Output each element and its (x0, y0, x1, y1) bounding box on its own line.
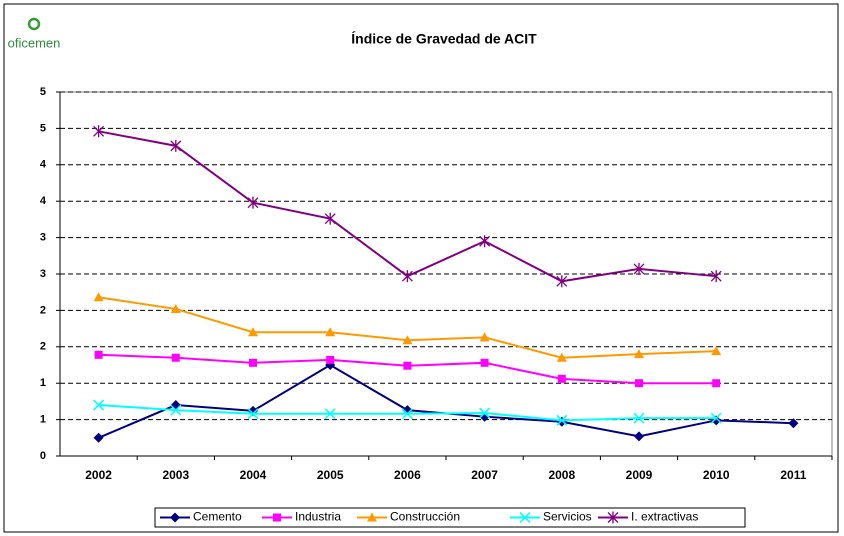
legend-label: Construcción (390, 510, 460, 524)
data-point (634, 349, 644, 359)
data-point (557, 374, 566, 383)
logo: oficemen (8, 35, 61, 50)
legend-marker (273, 513, 281, 522)
y-tick-label: 4 (40, 195, 47, 207)
data-point (94, 350, 103, 359)
data-point (710, 412, 722, 424)
logo-icon (27, 17, 41, 31)
legend-label: Servicios (543, 510, 592, 524)
y-tick-label: 1 (40, 414, 46, 426)
data-point (556, 352, 567, 362)
data-point (248, 327, 258, 337)
legend-marker (519, 511, 531, 524)
data-point (788, 418, 799, 429)
data-point (711, 346, 722, 356)
data-point (324, 408, 336, 420)
data-point (171, 353, 180, 362)
legend-box (154, 507, 746, 528)
data-point (712, 379, 721, 388)
y-tick-label: 5 (40, 122, 46, 134)
data-point (93, 432, 104, 443)
y-tick-label: 2 (40, 304, 46, 316)
x-tick-label: 2011 (780, 468, 806, 482)
x-tick-label: 2008 (548, 468, 575, 482)
y-tick-label: 3 (40, 232, 46, 244)
y-tick-label: 3 (40, 268, 46, 280)
legend-label: I. extractivas (631, 510, 698, 524)
y-tick-label: 4 (40, 159, 47, 171)
x-tick-label: 2007 (471, 468, 498, 482)
y-tick-label: 5 (40, 86, 46, 98)
chart-title: Índice de Gravedad de ACIT (351, 31, 537, 47)
data-point (710, 270, 722, 283)
data-point (479, 235, 491, 248)
data-point (249, 358, 257, 367)
data-point (93, 399, 105, 411)
data-point (479, 407, 491, 419)
data-point (635, 379, 643, 388)
data-point (247, 408, 259, 420)
legend-marker (367, 512, 377, 522)
data-point (402, 335, 413, 345)
x-tick-label: 2009 (626, 468, 653, 482)
x-tick-label: 2005 (317, 468, 344, 482)
data-point (93, 292, 104, 302)
y-tick-label: 2 (40, 341, 46, 353)
data-point (325, 327, 336, 337)
data-point (401, 408, 413, 420)
legend-marker (170, 512, 180, 523)
y-tick-label: 0 (40, 450, 46, 462)
data-point (479, 332, 490, 342)
data-point (401, 270, 413, 283)
x-tick-label: 2002 (85, 468, 112, 482)
data-point (170, 303, 181, 313)
data-point (247, 196, 259, 209)
data-point (480, 358, 489, 367)
legend-label: Industria (295, 510, 341, 524)
data-point (93, 125, 105, 138)
x-tick-label: 2010 (703, 468, 730, 482)
legend-label: Cemento (193, 510, 242, 524)
data-point (633, 262, 645, 275)
data-point (556, 414, 568, 426)
data-point (402, 405, 413, 416)
x-tick-label: 2004 (240, 468, 267, 482)
data-point (556, 275, 568, 288)
data-point (326, 355, 335, 364)
data-point (403, 361, 412, 370)
data-point (170, 139, 182, 152)
data-point (634, 431, 644, 442)
x-tick-label: 2003 (162, 468, 189, 482)
data-point (633, 412, 645, 424)
data-point (170, 404, 182, 416)
y-tick-label: 1 (40, 377, 46, 389)
x-tick-label: 2006 (394, 468, 421, 482)
data-point (324, 212, 336, 225)
legend-marker (607, 511, 619, 524)
